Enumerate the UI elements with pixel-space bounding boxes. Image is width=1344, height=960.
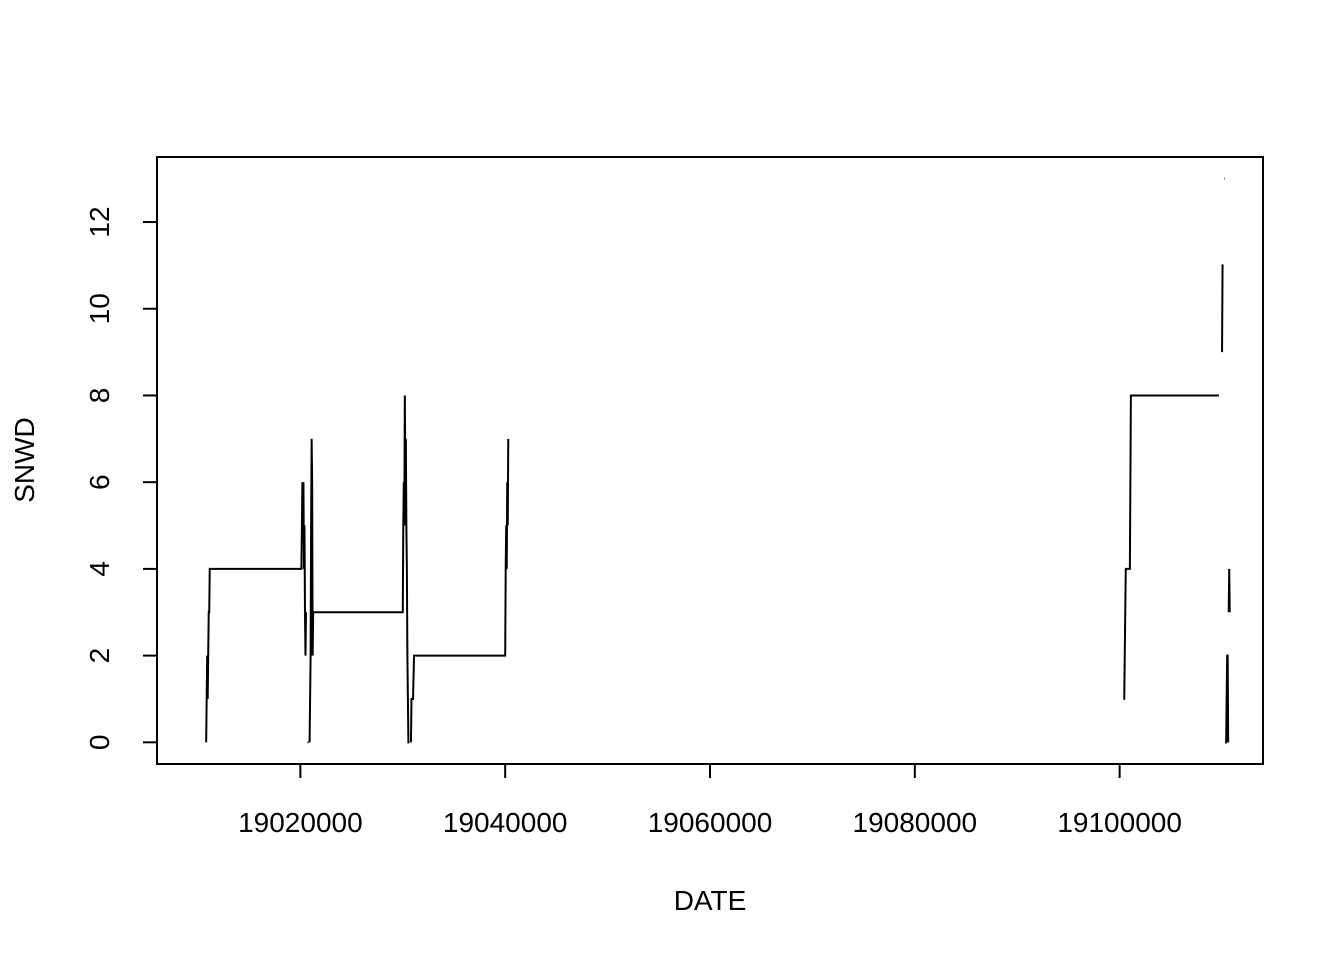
series-segment	[1221, 264, 1224, 353]
y-tick-label: 6	[84, 474, 115, 490]
x-axis: 19020000 19040000 19060000 19080000 19100000	[238, 763, 1182, 838]
x-tick-label: 19040000	[443, 807, 568, 838]
series-segment	[1225, 654, 1230, 744]
x-tick-label: 19020000	[238, 807, 363, 838]
y-axis: 0 2 4 6 8 10 12	[84, 206, 158, 751]
series-segment	[409, 438, 510, 743]
y-tick-label: 12	[84, 206, 115, 237]
x-tick-label: 19100000	[1057, 807, 1182, 838]
plot-frame	[156, 156, 1264, 765]
series-segment	[205, 482, 307, 743]
series-layer	[205, 177, 1231, 744]
series-segment	[1123, 394, 1219, 700]
series-segment	[1227, 568, 1231, 613]
x-tick-label: 19060000	[648, 807, 773, 838]
series-segment	[308, 395, 410, 744]
y-tick-label: 2	[84, 648, 115, 664]
x-tick-label: 19080000	[853, 807, 978, 838]
y-axis-label: SNWD	[9, 417, 40, 503]
y-tick-label: 0	[84, 735, 115, 751]
x-axis-label: DATE	[674, 885, 747, 916]
y-tick-label: 10	[84, 293, 115, 324]
y-tick-label: 8	[84, 388, 115, 404]
y-tick-label: 4	[84, 561, 115, 577]
